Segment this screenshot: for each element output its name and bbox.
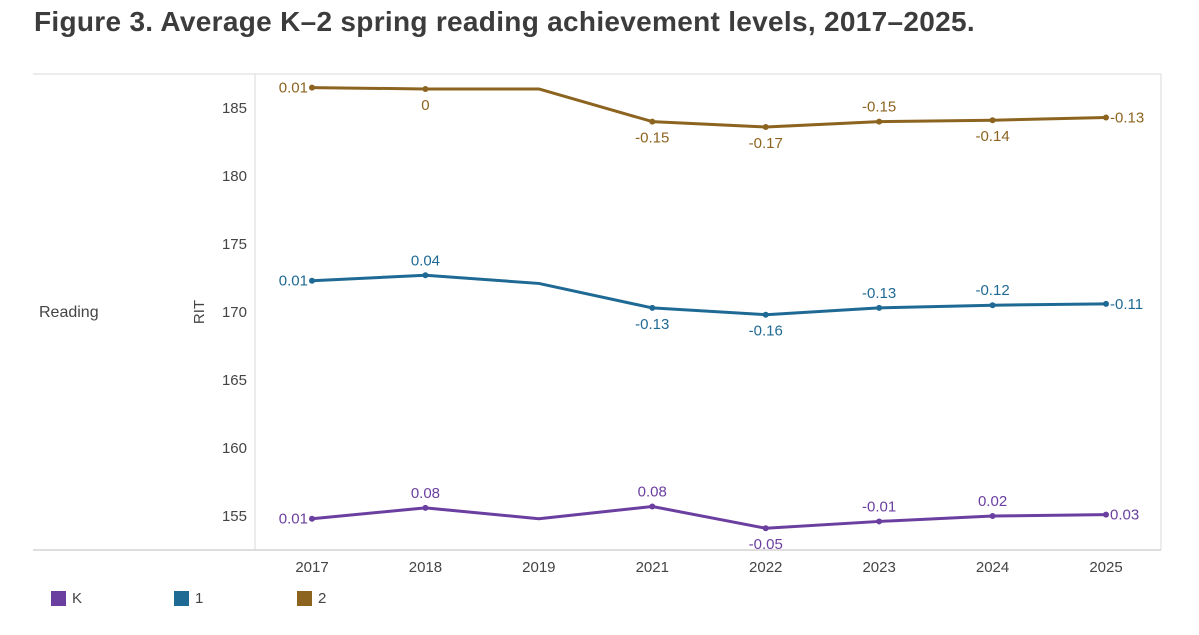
- x-tick-label: 2023: [862, 559, 895, 576]
- y-tick-label: 155: [222, 508, 247, 525]
- data-point-1: [876, 304, 883, 311]
- legend: K 1 2: [0, 590, 1199, 610]
- data-point-1: [762, 311, 769, 318]
- legend-swatch: [51, 591, 66, 606]
- data-label-2: -0.15: [635, 130, 669, 147]
- data-point-K: [649, 503, 656, 510]
- data-label-1: 0.04: [411, 252, 440, 269]
- y-tick-label: 160: [222, 440, 247, 457]
- x-tick-label: 2018: [409, 559, 442, 576]
- y-tick-label: 170: [222, 304, 247, 321]
- y-tick-label: 185: [222, 100, 247, 117]
- data-label-2: -0.14: [975, 128, 1009, 145]
- y-axis-title: RIT: [191, 300, 208, 324]
- data-point-1: [989, 302, 996, 309]
- y-tick-label: 180: [222, 168, 247, 185]
- legend-item-K: K: [51, 590, 82, 607]
- data-point-1: [1103, 300, 1109, 307]
- data-label-2: 0.01: [279, 80, 308, 97]
- x-tick-label: 2017: [295, 559, 328, 576]
- data-point-1: [309, 277, 315, 284]
- data-label-1: -0.13: [635, 316, 669, 333]
- series-line-K: [311, 504, 1107, 530]
- x-tick-label: 2019: [522, 559, 555, 576]
- data-point-2: [762, 124, 769, 131]
- legend-label: 1: [195, 590, 204, 607]
- legend-swatch: [297, 591, 312, 606]
- series-line-2: [311, 86, 1107, 129]
- data-point-2: [422, 85, 429, 92]
- legend-item-1: 1: [174, 590, 203, 607]
- data-label-1: -0.11: [1110, 296, 1143, 313]
- data-label-1: -0.16: [749, 323, 783, 340]
- series-line-1: [311, 273, 1107, 317]
- data-label-1: 0.01: [279, 273, 308, 290]
- data-point-2: [309, 84, 315, 91]
- data-point-K: [309, 515, 315, 522]
- y-tick-label: 165: [222, 372, 247, 389]
- data-point-K: [989, 513, 996, 519]
- y-tick-label: 175: [222, 236, 247, 253]
- legend-label: 2: [318, 590, 327, 607]
- data-label-2: -0.15: [862, 99, 896, 116]
- data-label-K: 0.03: [1110, 507, 1139, 524]
- data-point-K: [1103, 511, 1109, 518]
- data-label-K: 0.08: [638, 483, 667, 500]
- data-label-K: 0.01: [279, 511, 308, 528]
- data-label-K: 0.08: [411, 485, 440, 502]
- data-label-1: -0.13: [862, 285, 896, 302]
- x-tick-label: 2024: [976, 559, 1009, 576]
- data-label-1: -0.12: [975, 282, 1009, 299]
- legend-swatch: [174, 591, 189, 606]
- data-label-K: -0.05: [749, 536, 783, 553]
- data-point-2: [1103, 114, 1109, 121]
- data-point-K: [876, 518, 883, 525]
- data-label-2: 0: [421, 97, 429, 114]
- x-tick-label: 2022: [749, 559, 782, 576]
- legend-item-2: 2: [297, 590, 326, 607]
- facet-label: Reading: [39, 304, 99, 321]
- data-label-K: 0.02: [978, 493, 1007, 510]
- x-tick-label: 2025: [1089, 559, 1122, 576]
- data-point-2: [989, 117, 996, 124]
- data-point-K: [762, 525, 769, 532]
- data-point-K: [422, 504, 429, 511]
- data-point-1: [649, 304, 656, 311]
- data-label-2: -0.17: [749, 135, 783, 152]
- x-tick-label: 2021: [636, 559, 669, 576]
- data-point-2: [876, 118, 883, 125]
- chart-title: Figure 3. Average K–2 spring reading ach…: [34, 6, 975, 37]
- data-label-K: -0.01: [862, 498, 896, 515]
- data-point-2: [649, 118, 656, 125]
- legend-label: K: [72, 590, 83, 607]
- data-point-1: [422, 272, 429, 279]
- data-label-2: -0.13: [1110, 110, 1144, 127]
